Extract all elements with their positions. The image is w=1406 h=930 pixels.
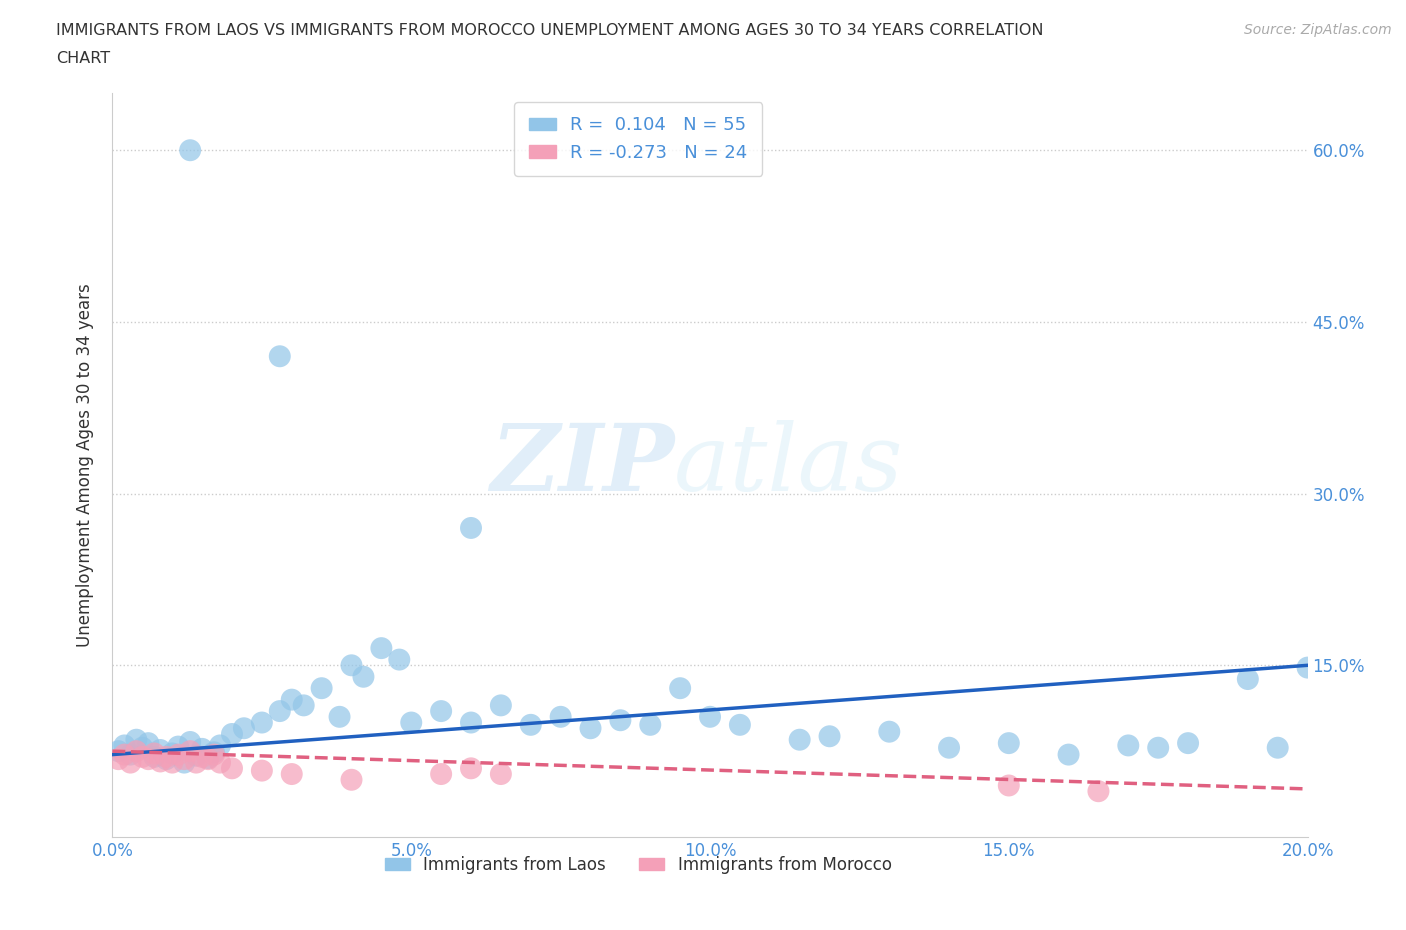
- Point: [179, 744, 201, 759]
- Point: [191, 750, 214, 764]
- Point: [879, 724, 901, 739]
- Point: [998, 736, 1021, 751]
- Point: [818, 729, 841, 744]
- Point: [131, 740, 153, 755]
- Point: [520, 717, 543, 732]
- Point: [789, 732, 811, 747]
- Point: [138, 751, 160, 766]
- Point: [269, 349, 291, 364]
- Point: [550, 710, 572, 724]
- Point: [197, 751, 219, 765]
- Point: [107, 744, 129, 759]
- Point: [131, 750, 153, 764]
- Point: [167, 747, 190, 762]
- Point: [167, 739, 190, 754]
- Point: [149, 754, 172, 769]
- Point: [186, 755, 208, 770]
- Point: [233, 721, 256, 736]
- Point: [460, 761, 482, 776]
- Point: [340, 772, 363, 787]
- Point: [430, 704, 453, 719]
- Point: [179, 143, 201, 158]
- Point: [388, 652, 411, 667]
- Point: [114, 738, 135, 753]
- Point: [579, 721, 602, 736]
- Point: [162, 746, 183, 761]
- Point: [221, 726, 243, 741]
- Point: [728, 717, 751, 732]
- Point: [281, 766, 304, 781]
- Point: [162, 755, 183, 770]
- Point: [460, 715, 482, 730]
- Point: [120, 747, 142, 762]
- Point: [340, 658, 363, 672]
- Point: [1118, 738, 1140, 753]
- Point: [125, 744, 148, 759]
- Point: [209, 738, 232, 753]
- Point: [269, 704, 291, 719]
- Point: [460, 521, 482, 536]
- Point: [191, 741, 214, 756]
- Point: [209, 755, 232, 770]
- Point: [353, 670, 375, 684]
- Point: [155, 751, 177, 766]
- Point: [125, 732, 148, 747]
- Point: [669, 681, 692, 696]
- Point: [1237, 671, 1260, 686]
- Point: [998, 778, 1021, 793]
- Y-axis label: Unemployment Among Ages 30 to 34 years: Unemployment Among Ages 30 to 34 years: [76, 283, 94, 647]
- Point: [401, 715, 423, 730]
- Point: [173, 751, 195, 766]
- Legend: Immigrants from Laos, Immigrants from Morocco: Immigrants from Laos, Immigrants from Mo…: [378, 849, 898, 881]
- Point: [1057, 747, 1080, 762]
- Point: [120, 755, 142, 770]
- Point: [1087, 784, 1109, 799]
- Point: [221, 761, 243, 776]
- Point: [1177, 736, 1199, 751]
- Point: [149, 742, 172, 757]
- Point: [197, 751, 219, 766]
- Text: atlas: atlas: [675, 420, 904, 510]
- Point: [179, 735, 201, 750]
- Point: [292, 698, 315, 712]
- Text: CHART: CHART: [56, 51, 110, 66]
- Text: ZIP: ZIP: [489, 420, 675, 510]
- Point: [1267, 740, 1289, 755]
- Point: [1147, 740, 1170, 755]
- Point: [155, 750, 177, 764]
- Point: [138, 736, 160, 751]
- Point: [1296, 660, 1319, 675]
- Point: [430, 766, 453, 781]
- Point: [107, 751, 129, 766]
- Point: [609, 712, 631, 727]
- Point: [489, 766, 512, 781]
- Text: Source: ZipAtlas.com: Source: ZipAtlas.com: [1244, 23, 1392, 37]
- Point: [938, 740, 960, 755]
- Point: [640, 717, 662, 732]
- Point: [202, 747, 225, 762]
- Point: [281, 692, 304, 707]
- Point: [143, 750, 166, 764]
- Point: [699, 710, 721, 724]
- Point: [370, 641, 392, 656]
- Point: [329, 710, 352, 724]
- Point: [202, 745, 225, 760]
- Point: [114, 747, 135, 762]
- Point: [489, 698, 512, 712]
- Point: [143, 746, 166, 761]
- Point: [186, 749, 208, 764]
- Text: IMMIGRANTS FROM LAOS VS IMMIGRANTS FROM MOROCCO UNEMPLOYMENT AMONG AGES 30 TO 34: IMMIGRANTS FROM LAOS VS IMMIGRANTS FROM …: [56, 23, 1043, 38]
- Point: [173, 755, 195, 770]
- Point: [311, 681, 333, 696]
- Point: [250, 715, 273, 730]
- Point: [250, 764, 273, 778]
